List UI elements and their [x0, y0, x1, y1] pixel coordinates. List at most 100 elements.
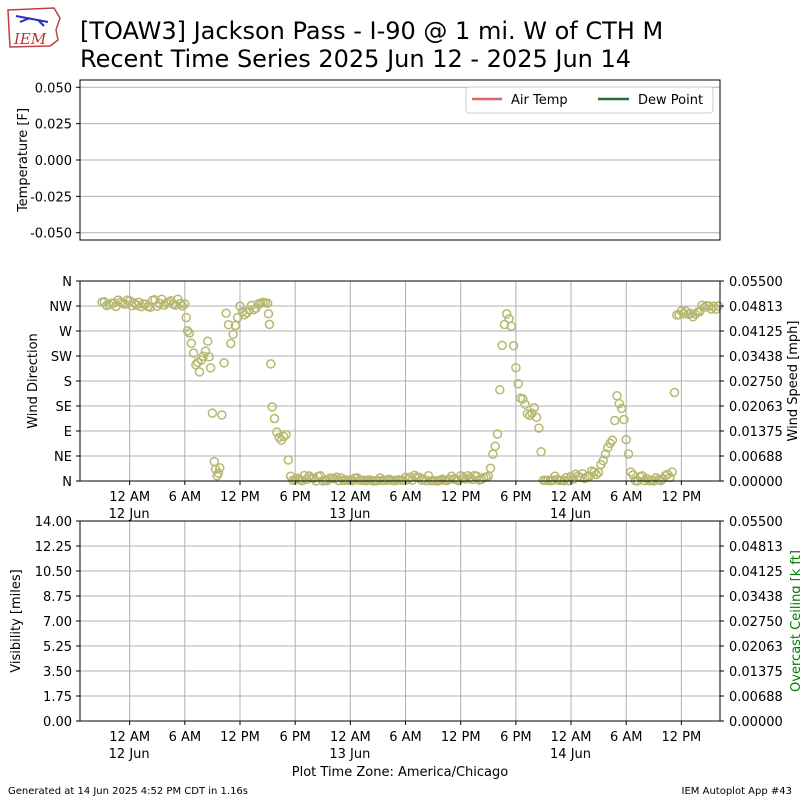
x-tick-label: 6 AM	[389, 730, 422, 745]
x-tick-label: 12 AM	[330, 490, 371, 505]
wind-direction-point	[607, 435, 618, 445]
y-right-tick-label: 0.00000	[729, 715, 783, 730]
y-right-tick-label: 0.02750	[729, 375, 783, 390]
visibility-panel: 14.00 0.05500 12.25 0.04813 10.50 0.04125 8.75…	[9, 515, 800, 762]
wind-direction-point	[616, 403, 627, 414]
wind-direction-point	[612, 391, 622, 401]
y-tick-label: 1.75	[43, 690, 72, 705]
x-tick-label: 12 PM	[220, 730, 260, 745]
wind-direction-point	[262, 298, 273, 308]
weather-symbol-icon	[15, 15, 49, 27]
y-tick-label: SE	[56, 400, 72, 415]
x-tick-label: 12 PM	[662, 730, 702, 745]
x-axis-label: Plot Time Zone: America/Chicago	[292, 765, 508, 780]
y-right-tick-label: 0.02063	[729, 640, 783, 655]
wind-direction-point	[223, 319, 234, 330]
y-right-tick-label: 0.02063	[729, 400, 783, 415]
wind-direction-axis-label: Wind Direction	[26, 333, 41, 429]
wind-direction-point	[263, 309, 274, 319]
legend-air-temp-label: Air Temp	[511, 93, 568, 108]
legend-dew-point-label: Dew Point	[638, 93, 703, 108]
wind-direction-point	[191, 360, 201, 370]
wind-direction-point	[177, 301, 188, 311]
wind-direction-point	[591, 469, 602, 480]
wind-direction-point	[180, 299, 190, 309]
ceiling-axis-label: Overcast Ceiling [k ft]	[789, 550, 800, 692]
x-tick-date-label: 14 Jun	[550, 747, 591, 762]
y-tick-label: S	[64, 375, 72, 390]
wind-speed-axis-label: Wind Speed [mph]	[786, 321, 800, 442]
iem-logo[interactable]: IEM	[7, 7, 61, 48]
y-right-tick-label: 0.03438	[729, 350, 783, 365]
wind-direction-point	[490, 441, 500, 451]
y-tick-label: 14.00	[35, 515, 72, 530]
wind-direction-point	[580, 473, 590, 484]
y-right-tick-label: 0.04813	[729, 540, 783, 555]
logo-text: IEM	[13, 30, 47, 48]
wind-direction-point	[198, 351, 208, 361]
wind-direction-point	[219, 358, 229, 368]
x-tick-label: 12 PM	[662, 490, 702, 505]
y-tick-label: 12.25	[35, 540, 72, 555]
y-tick-label: 7.00	[43, 615, 72, 630]
x-tick-date-label: 12 Jun	[109, 507, 150, 522]
wind-direction-point	[207, 408, 218, 418]
wind-direction-point	[188, 348, 199, 358]
wind-direction-point	[329, 474, 340, 484]
y-tick-label: NE	[54, 450, 72, 465]
wind-direction-point	[278, 431, 289, 442]
y-right-tick-label: 0.02750	[729, 615, 783, 630]
y-right-tick-label: 0.00688	[729, 450, 783, 465]
y-right-tick-label: 0.04125	[729, 565, 783, 580]
wind-direction-point	[619, 414, 629, 425]
chart-title-line-1: [TOAW3] Jackson Pass - I-90 @ 1 mi. W of…	[80, 17, 663, 45]
wind-direction-point	[536, 447, 546, 457]
y-tick-label: -0.025	[30, 190, 72, 205]
wind-direction-point	[215, 463, 225, 473]
wind-direction-point	[272, 427, 282, 437]
wind-direction-point	[678, 308, 689, 319]
wind-direction-point	[249, 304, 259, 315]
x-tick-label: 12 AM	[109, 490, 150, 505]
x-tick-label: 6 PM	[500, 490, 531, 505]
wind-direction-point	[522, 408, 533, 419]
wind-direction-point	[600, 449, 611, 459]
x-tick-label: 12 AM	[330, 730, 371, 745]
x-tick-date-label: 13 Jun	[329, 747, 370, 762]
wind-direction-point	[184, 328, 195, 338]
y-tick-label: 0.000	[35, 154, 72, 169]
x-tick-label: 6 AM	[610, 730, 643, 745]
y-right-tick-label: 0.00688	[729, 690, 783, 705]
wind-direction-point	[465, 472, 475, 483]
y-right-tick-label: 0.05500	[729, 275, 783, 290]
wind-direction-point	[213, 468, 224, 478]
wind-direction-point	[228, 329, 238, 340]
y-tick-label: 10.50	[35, 565, 72, 580]
y-tick-label: 8.75	[43, 590, 72, 605]
wind-direction-point	[264, 319, 275, 330]
x-tick-label: 12 PM	[220, 490, 260, 505]
wind-direction-point	[626, 467, 636, 477]
x-tick-label: 12 AM	[109, 730, 150, 745]
x-tick-label: 6 AM	[610, 490, 643, 505]
wind-direction-point	[492, 429, 503, 439]
wind-direction-point	[488, 449, 498, 459]
wind-direction-point	[181, 312, 191, 323]
y-tick-label: 5.25	[43, 640, 72, 655]
legend-box	[465, 86, 714, 114]
wind-direction-point	[152, 301, 162, 311]
wind-direction-point	[267, 402, 277, 412]
y-tick-label: 3.50	[43, 665, 72, 680]
wind-direction-point	[226, 338, 236, 349]
y-tick-label: N	[62, 275, 72, 290]
wind-direction-point	[566, 471, 576, 482]
y-tick-label: 0.025	[35, 118, 72, 133]
wind-direction-point	[511, 362, 521, 373]
y-tick-label: -0.050	[30, 227, 72, 242]
visibility-axis-label: Visibility [miles]	[9, 569, 24, 672]
x-tick-date-label: 14 Jun	[550, 507, 591, 522]
wind-direction-point	[669, 387, 680, 398]
temperature-panel: 0.050 0.025 0.000 -0.025 -0.050 Temperature …	[16, 79, 721, 242]
x-tick-label: 12 PM	[441, 730, 481, 745]
